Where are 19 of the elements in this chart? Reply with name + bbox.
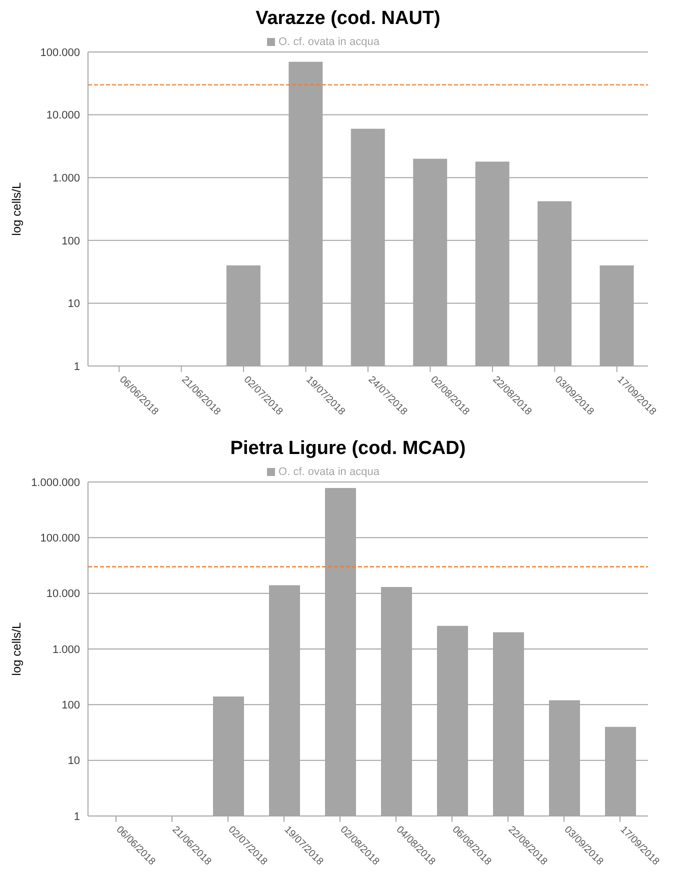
y-tick-label: 100.000 [40, 532, 80, 545]
legend-label: O. cf. ovata in acqua [278, 466, 380, 478]
y-tick-label: 1.000 [52, 644, 80, 656]
y-tick-label: 10 [68, 755, 80, 768]
chart-title: Varazze (cod. NAUT) [254, 8, 442, 30]
y-tick-label: 10.000 [46, 588, 80, 600]
y-tick-label: 100.000 [40, 46, 80, 59]
legend-label: O. cf. ovata in acqua [278, 36, 380, 48]
y-tick-label: 10.000 [46, 110, 80, 122]
y-axis-title: log cells/L [9, 622, 24, 676]
y-tick-label: 1.000 [52, 172, 80, 185]
y-tick-label: 1 [74, 360, 80, 373]
y-tick-label: 100 [62, 235, 80, 248]
y-tick-label: 1 [74, 810, 80, 823]
chart-title: Pietra Ligure (cod. MCAD) [229, 438, 467, 460]
y-tick-label: 10 [68, 298, 80, 310]
y-tick-label: 1.000.000 [31, 476, 80, 489]
y-tick-label: 100 [62, 700, 80, 712]
y-axis-title: log cells/L [9, 182, 24, 236]
